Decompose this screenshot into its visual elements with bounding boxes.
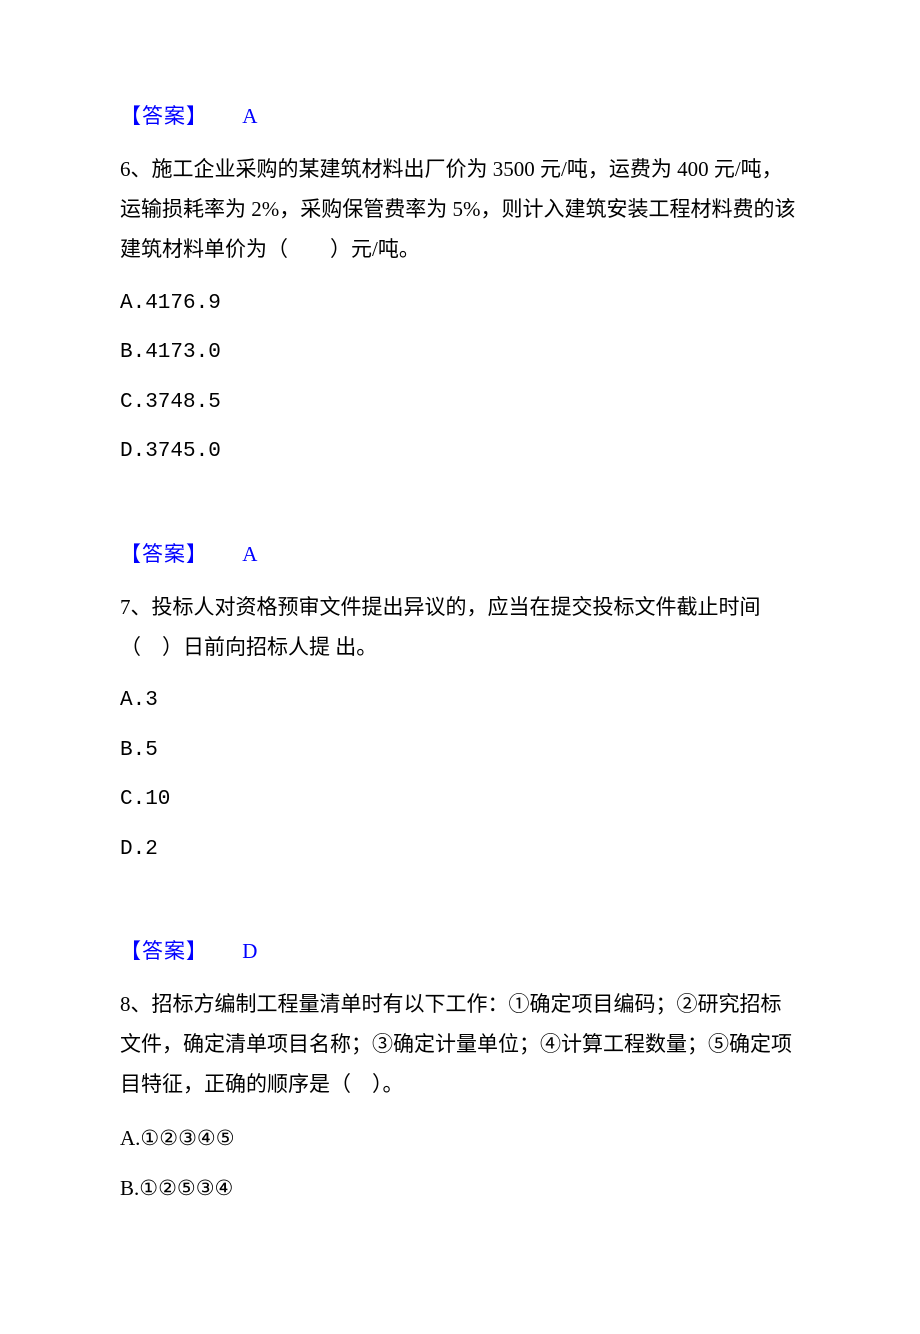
question-6: 6、施工企业采购的某建筑材料出厂价为 3500 元/吨，运费为 400 元/吨，… [120,150,800,468]
question-8: 8、招标方编制工程量清单时有以下工作：①确定项目编码；②研究招标文件，确定清单项… [120,985,800,1204]
answer-bracket-text: 【答案】 [120,104,208,128]
question-8-option-b: B.①②⑤③④ [120,1173,800,1205]
answer-label-5: 【答案】 A [120,100,800,130]
question-6-option-a: A.4176.9 [120,288,800,320]
answer-label-6: 【答案】 A [120,538,800,568]
answer-block-6: 【答案】 A [120,538,800,568]
answer-block-7: 【答案】 D [120,935,800,965]
answer-value: D [242,939,258,963]
question-6-text: 6、施工企业采购的某建筑材料出厂价为 3500 元/吨，运费为 400 元/吨，… [120,150,800,270]
answer-bracket-text: 【答案】 [120,542,208,566]
question-7-option-b: B.5 [120,735,800,767]
answer-block-5: 【答案】 A [120,100,800,130]
question-7-option-a: A.3 [120,685,800,717]
answer-value: A [242,542,258,566]
question-7: 7、投标人对资格预审文件提出异议的，应当在提交投标文件截止时间（ ）日前向招标人… [120,588,800,866]
answer-label-7: 【答案】 D [120,935,800,965]
answer-value: A [242,104,258,128]
question-6-option-d: D.3745.0 [120,436,800,468]
question-7-option-c: C.10 [120,784,800,816]
question-7-text: 7、投标人对资格预审文件提出异议的，应当在提交投标文件截止时间（ ）日前向招标人… [120,588,800,668]
question-6-option-b: B.4173.0 [120,337,800,369]
question-8-text: 8、招标方编制工程量清单时有以下工作：①确定项目编码；②研究招标文件，确定清单项… [120,985,800,1105]
answer-bracket-text: 【答案】 [120,939,208,963]
question-7-option-d: D.2 [120,834,800,866]
question-8-option-a: A.①②③④⑤ [120,1123,800,1155]
question-6-option-c: C.3748.5 [120,387,800,419]
